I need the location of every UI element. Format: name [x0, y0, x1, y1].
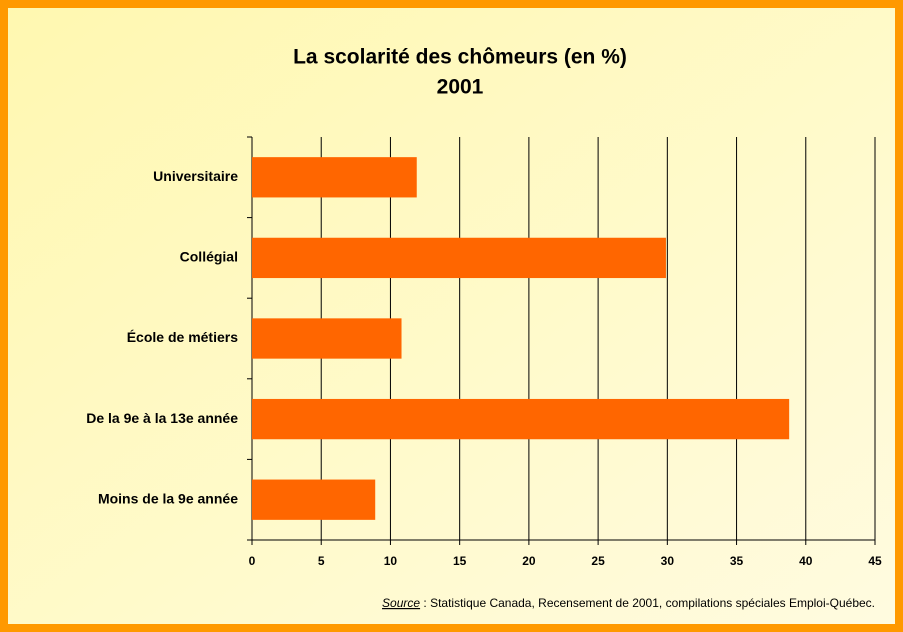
x-tick-label: 40 — [799, 554, 813, 568]
source-text: : Statistique Canada, Recensement de 200… — [420, 596, 875, 610]
bar — [252, 398, 790, 440]
y-tick-label: De la 9e à la 13e année — [86, 410, 238, 426]
bar — [252, 237, 666, 279]
source-note: Source : Statistique Canada, Recensement… — [382, 596, 875, 610]
bar — [252, 318, 402, 359]
bar — [252, 157, 417, 198]
source-label: Source — [382, 596, 420, 610]
chart-title: La scolarité des chômeurs (en %) — [293, 46, 627, 69]
y-tick-label: Collégial — [180, 249, 238, 265]
y-tick-label: Moins de la 9e année — [98, 490, 238, 506]
x-tick-label: 45 — [868, 554, 882, 568]
x-tick-label: 15 — [453, 554, 467, 568]
y-tick-label: École de métiers — [127, 329, 238, 345]
x-tick-label: 5 — [318, 554, 325, 568]
x-tick-label: 25 — [591, 554, 605, 568]
x-tick-label: 35 — [730, 554, 744, 568]
x-tick-label: 10 — [384, 554, 398, 568]
bar — [252, 479, 376, 520]
chart-title: 2001 — [437, 76, 484, 99]
x-tick-label: 30 — [661, 554, 675, 568]
y-tick-label: Universitaire — [153, 168, 238, 184]
x-tick-label: 20 — [522, 554, 536, 568]
x-tick-label: 0 — [249, 554, 256, 568]
